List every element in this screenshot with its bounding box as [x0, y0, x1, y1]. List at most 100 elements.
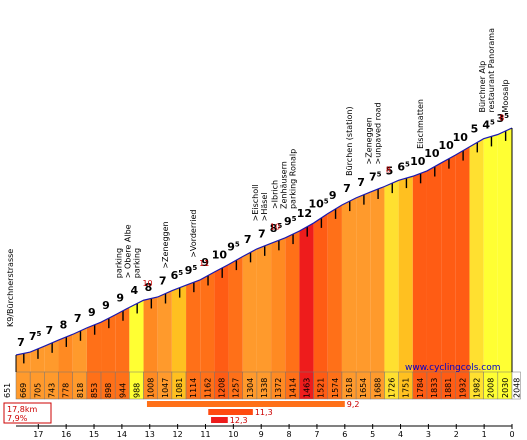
gradient-label: 10 — [410, 155, 426, 168]
elevation-value: 2008 — [487, 378, 496, 398]
max-gradient: 11 — [199, 259, 209, 268]
waypoint-name: Moosalp — [501, 79, 510, 112]
stat-bar-label: 9,2 — [347, 400, 360, 409]
elevation-value: 1726 — [388, 378, 397, 398]
elevation-value: 1208 — [217, 378, 226, 398]
segment-area — [412, 170, 427, 372]
elevation-value: 1982 — [473, 378, 482, 398]
segment-area — [497, 128, 512, 372]
gradient-label: 9 — [102, 299, 110, 312]
gradient-label: 8 — [145, 281, 153, 294]
segment-area — [44, 340, 59, 372]
axis-tick-label: 5 — [370, 430, 375, 439]
waypoint-name: >Zeneggen — [161, 221, 170, 268]
elevation-value: 1304 — [246, 378, 255, 398]
gradient-label: 9 — [329, 189, 337, 202]
gradient-decimal: 5 — [405, 160, 410, 168]
elevation-value: 1463 — [303, 378, 312, 398]
elevation-value: 1932 — [458, 378, 467, 398]
axis-tick-label: 10 — [228, 430, 238, 439]
start-label: K9/Bürchnerstrasse — [6, 249, 15, 327]
segment-area — [356, 192, 371, 372]
waypoint-name: >Ibrich — [270, 180, 279, 209]
elevation-value: 669 — [19, 383, 28, 398]
segment-area — [299, 223, 314, 372]
gradient-label: 7 — [244, 233, 252, 246]
elevation-value: 1008 — [147, 378, 156, 398]
gradient-stats-bars: 9,2 11,3 12,3 — [146, 400, 360, 425]
axis-tick-label: 9 — [259, 430, 264, 439]
gradient-label: 4 — [131, 284, 139, 297]
elevation-value: 1338 — [260, 378, 269, 398]
gradient-label: 65 — [171, 269, 184, 282]
stat-bar — [211, 417, 228, 423]
segment-area — [115, 307, 130, 372]
segment-area — [384, 180, 399, 372]
elevation-cells: 669 705 743 778 818 853 898 944 988 1008 1047 1081 1… — [15, 371, 521, 400]
gradient-label: 95 — [284, 215, 297, 228]
end-elevation: 2048 — [512, 378, 521, 398]
gradient-label: 5 — [386, 164, 394, 177]
segment-area — [455, 146, 470, 372]
waypoint-name: >Zeneggen — [364, 117, 373, 164]
gradient-label: 9 — [116, 291, 124, 304]
profile-line — [15, 127, 513, 356]
waypoint-name: parking — [133, 248, 142, 278]
segment-area — [143, 296, 158, 372]
segment-area — [228, 256, 243, 372]
elevation-value: 1574 — [331, 378, 340, 398]
gradient-label: 7 — [17, 336, 25, 349]
elevation-value: 1688 — [373, 378, 382, 398]
gradient-decimal: 5 — [178, 269, 183, 277]
gradient-label: 10 — [453, 131, 469, 144]
gradient-label: 9 — [201, 256, 209, 269]
segment-area — [30, 346, 45, 372]
waypoint-name: Zenhäusern — [279, 161, 288, 209]
gradient-decimal: 5 — [504, 112, 509, 120]
stat-bar — [208, 409, 253, 415]
stats-avg-gradient: 7,9% — [7, 414, 28, 423]
elevation-value: 1618 — [345, 378, 354, 398]
segment-area — [200, 271, 215, 372]
axis-tick-label: 4 — [398, 430, 403, 439]
segment-area — [214, 264, 229, 372]
elevation-value: 778 — [62, 383, 71, 398]
elevation-value: 988 — [132, 383, 141, 398]
segment-area — [285, 231, 300, 372]
segment-area — [186, 279, 201, 372]
axis-tick-label: 16 — [61, 430, 71, 439]
gradient-decimal: 5 — [292, 215, 297, 223]
gradient-label: 7 — [159, 275, 167, 288]
segment-area — [370, 186, 385, 372]
segment-area — [341, 197, 357, 372]
axis-tick-label: 13 — [145, 430, 155, 439]
axis-tick-label: 14 — [117, 430, 127, 439]
elevation-cell-end — [511, 371, 521, 400]
km-axis: 17 16 15 14 13 12 11 10 9 8 7 6 5 4 3 2 1 0 — [16, 424, 515, 439]
elevation-value: 1372 — [274, 378, 283, 398]
gradient-label: 65 — [397, 160, 410, 173]
axis-tick-label: 3 — [426, 430, 431, 439]
waypoint-name: > Obere Albe — [124, 224, 133, 278]
segment-area — [129, 300, 144, 372]
segment-area — [157, 290, 172, 372]
elevation-value: 1784 — [416, 378, 425, 398]
segment-area — [426, 162, 442, 372]
elevation-value: 743 — [47, 383, 56, 398]
elevation-value: 1881 — [444, 378, 453, 398]
elevation-value: 898 — [104, 383, 113, 398]
segment-area — [271, 237, 286, 372]
segment-area — [469, 138, 484, 372]
gradient-label: 95 — [185, 264, 198, 277]
waypoint-name: restaurant Panorama — [487, 28, 496, 113]
waypoint-name: >unpaved road — [373, 102, 382, 164]
elevation-value: 853 — [90, 383, 99, 398]
elevation-value: 944 — [118, 383, 127, 398]
gradient-decimal: 5 — [377, 170, 382, 178]
gradient-label: 5 — [471, 123, 479, 136]
gradient-label: 9 — [88, 306, 96, 319]
max-gradient: 10 — [270, 222, 280, 231]
credit-link[interactable]: www.cyclingcols.com — [405, 363, 500, 373]
